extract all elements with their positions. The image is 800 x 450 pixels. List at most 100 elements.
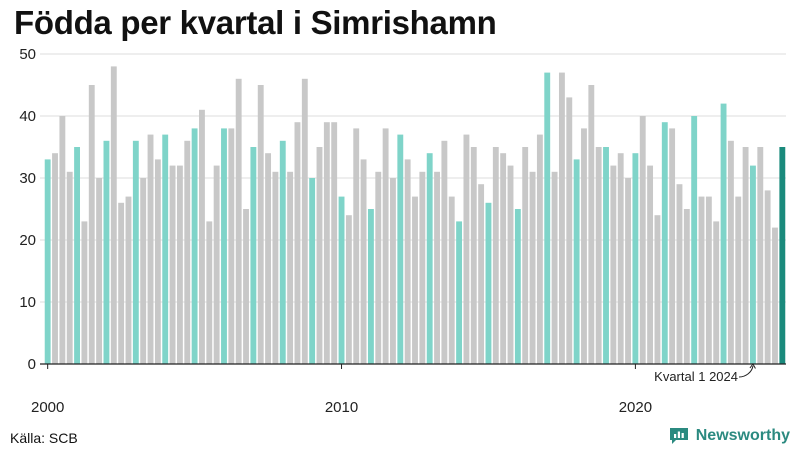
bar — [272, 171, 279, 364]
bar — [243, 209, 249, 364]
bar — [323, 122, 330, 364]
bar — [713, 221, 720, 364]
bar — [66, 171, 73, 364]
bar — [184, 140, 191, 364]
bar — [485, 202, 492, 364]
bar — [279, 140, 286, 364]
bar — [316, 147, 323, 364]
bar — [727, 140, 734, 364]
y-tick-label: 50 — [19, 46, 36, 63]
bar — [764, 190, 771, 364]
bar — [96, 178, 103, 364]
bar-series — [44, 66, 786, 365]
bar — [287, 171, 294, 364]
latest-annotation: Kvartal 1 2024 — [654, 363, 756, 384]
bar — [522, 147, 529, 364]
bar — [169, 165, 176, 364]
annotation-label: Kvartal 1 2024 — [654, 369, 738, 384]
bar — [390, 178, 396, 364]
bar — [772, 227, 778, 364]
bar — [426, 153, 433, 364]
bar — [757, 147, 764, 364]
bar — [375, 171, 382, 364]
bar — [617, 153, 624, 364]
y-tick-label: 30 — [19, 170, 36, 187]
bar — [257, 85, 264, 364]
bar — [103, 140, 110, 364]
bar — [294, 122, 301, 364]
bar — [661, 122, 668, 364]
bar — [529, 171, 536, 364]
bar — [331, 122, 338, 364]
bar — [434, 171, 440, 364]
bar — [412, 196, 418, 364]
bar — [735, 196, 742, 364]
bar — [147, 134, 154, 364]
bar — [779, 147, 786, 364]
bar — [698, 196, 705, 364]
bar — [228, 128, 235, 364]
bar — [691, 116, 698, 364]
bar — [81, 221, 88, 364]
bar — [353, 128, 360, 364]
bar — [588, 85, 595, 364]
bar — [595, 147, 602, 364]
bar — [382, 128, 389, 364]
y-tick-label: 20 — [19, 232, 36, 249]
bar — [338, 196, 345, 364]
bar — [140, 178, 147, 364]
bar — [441, 140, 448, 364]
bar — [191, 128, 198, 364]
bar — [448, 196, 455, 364]
bar — [639, 116, 646, 364]
brand-logo: Newsworthy — [668, 426, 790, 446]
bar — [301, 78, 308, 365]
bar — [463, 134, 470, 364]
bar — [492, 147, 499, 364]
newsworthy-logo-icon — [669, 428, 688, 444]
y-tick-label: 40 — [19, 108, 36, 125]
year-label: 2020 — [619, 399, 652, 416]
annotation-arrowhead — [749, 363, 756, 369]
brand-name: Newsworthy — [695, 427, 790, 444]
bar — [742, 147, 749, 364]
bar — [536, 134, 543, 364]
bar — [199, 109, 205, 364]
source-note: Källa: SCB — [10, 430, 78, 446]
bar — [110, 66, 117, 365]
chart-title: Födda per kvartal i Simrishamn — [14, 4, 497, 41]
bar — [610, 165, 617, 364]
bar — [154, 159, 161, 364]
year-label: 2010 — [325, 399, 358, 416]
bar — [118, 202, 125, 364]
bar — [52, 153, 58, 364]
bar — [360, 159, 367, 364]
bar — [705, 196, 712, 364]
bar — [265, 153, 272, 364]
bar — [558, 72, 565, 364]
y-tick-label: 10 — [19, 294, 36, 311]
bar — [250, 147, 257, 364]
bar — [456, 221, 463, 364]
bar — [419, 171, 426, 364]
bar — [676, 184, 683, 364]
bar — [470, 147, 477, 364]
bar — [720, 103, 727, 364]
bar — [44, 159, 51, 364]
bar — [235, 78, 242, 365]
x-axis-year-labels: 2000 2010 2020 — [31, 364, 652, 416]
bar — [404, 159, 411, 364]
annotation-arrow — [738, 365, 754, 378]
bar — [309, 178, 316, 364]
bar — [625, 178, 631, 364]
bar — [632, 153, 639, 364]
bar — [581, 128, 587, 364]
bar — [478, 184, 485, 364]
y-axis-ticks: 0 10 20 30 40 50 — [19, 46, 36, 373]
bar — [162, 134, 169, 364]
bar — [507, 165, 514, 364]
bar — [397, 134, 404, 364]
bar — [647, 165, 654, 364]
bar — [221, 128, 227, 364]
